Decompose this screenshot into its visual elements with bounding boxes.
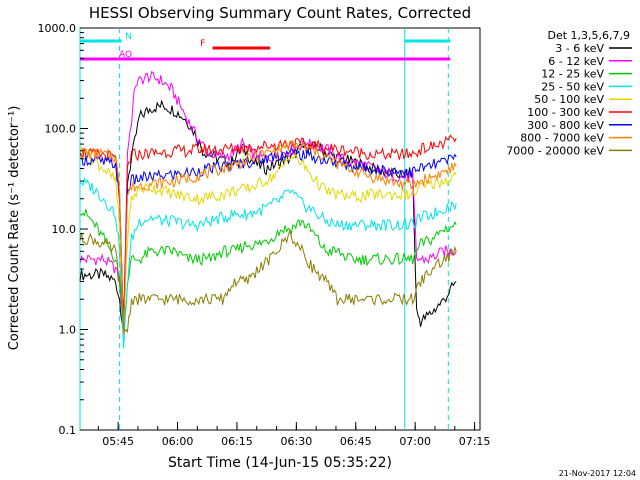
- series-line-1: [79, 70, 457, 334]
- series-line-3: [79, 176, 457, 349]
- x-tick-label-3: 06:30: [281, 435, 313, 448]
- legend-label-2: 12 - 25 keV: [541, 68, 604, 81]
- y-tick-label-4: 0.1: [59, 424, 77, 437]
- flag-n-label: N: [125, 32, 132, 42]
- legend-label-8: 7000 - 20000 keV: [506, 144, 604, 157]
- footer-timestamp: 21-Nov-2017 12:04: [559, 469, 636, 478]
- series-line-4: [79, 146, 457, 333]
- legend-label-3: 25 - 50 keV: [541, 80, 604, 93]
- x-tick-label-6: 07:15: [459, 435, 491, 448]
- x-tick-label-0: 05:45: [102, 435, 134, 448]
- legend-label-5: 100 - 300 keV: [527, 106, 604, 119]
- legend-label-4: 50 - 100 keV: [534, 93, 604, 106]
- y-tick-label-0: 1000.0: [38, 22, 77, 35]
- series-line-0: [79, 99, 457, 331]
- series-line-6: [79, 148, 457, 332]
- y-tick-label-1: 100.0: [45, 123, 77, 136]
- legend-label-6: 300 - 800 keV: [527, 119, 604, 132]
- plot-frame: [79, 27, 481, 431]
- series-line-2: [79, 209, 457, 336]
- x-tick-label-1: 06:00: [162, 435, 194, 448]
- x-tick-label-4: 06:45: [340, 435, 372, 448]
- legend-title: Det 1,3,5,6,7,9: [547, 29, 630, 42]
- y-axis-label: Corrected Count Rate (s⁻¹ detector⁻¹): [7, 106, 22, 351]
- x-tick-label-2: 06:15: [221, 435, 253, 448]
- plot-area: N F AO: [79, 27, 481, 431]
- legend-label-7: 800 - 7000 keV: [520, 132, 604, 145]
- y-axis: 1000.0 100.0 10.0 1.0 0.1: [38, 22, 88, 437]
- series-line-5: [79, 134, 457, 328]
- x-tick-label-5: 07:00: [399, 435, 431, 448]
- series-line-7: [79, 139, 457, 336]
- y-tick-label-3: 1.0: [59, 324, 77, 337]
- series-line-8: [79, 228, 457, 334]
- chart-title: HESSI Observing Summary Count Rates, Cor…: [89, 4, 471, 22]
- legend-label-1: 6 - 12 keV: [548, 55, 604, 68]
- flag-ao-label: AO: [119, 50, 132, 60]
- legend-label-0: 3 - 6 keV: [555, 42, 604, 55]
- x-axis-label: Start Time (14-Jun-15 05:35:22): [168, 455, 392, 471]
- x-axis: 05:45 06:00 06:15 06:30 06:45 07:00 07:15: [97, 422, 491, 448]
- y-tick-label-2: 10.0: [52, 223, 77, 236]
- flag-f-label: F: [200, 39, 205, 49]
